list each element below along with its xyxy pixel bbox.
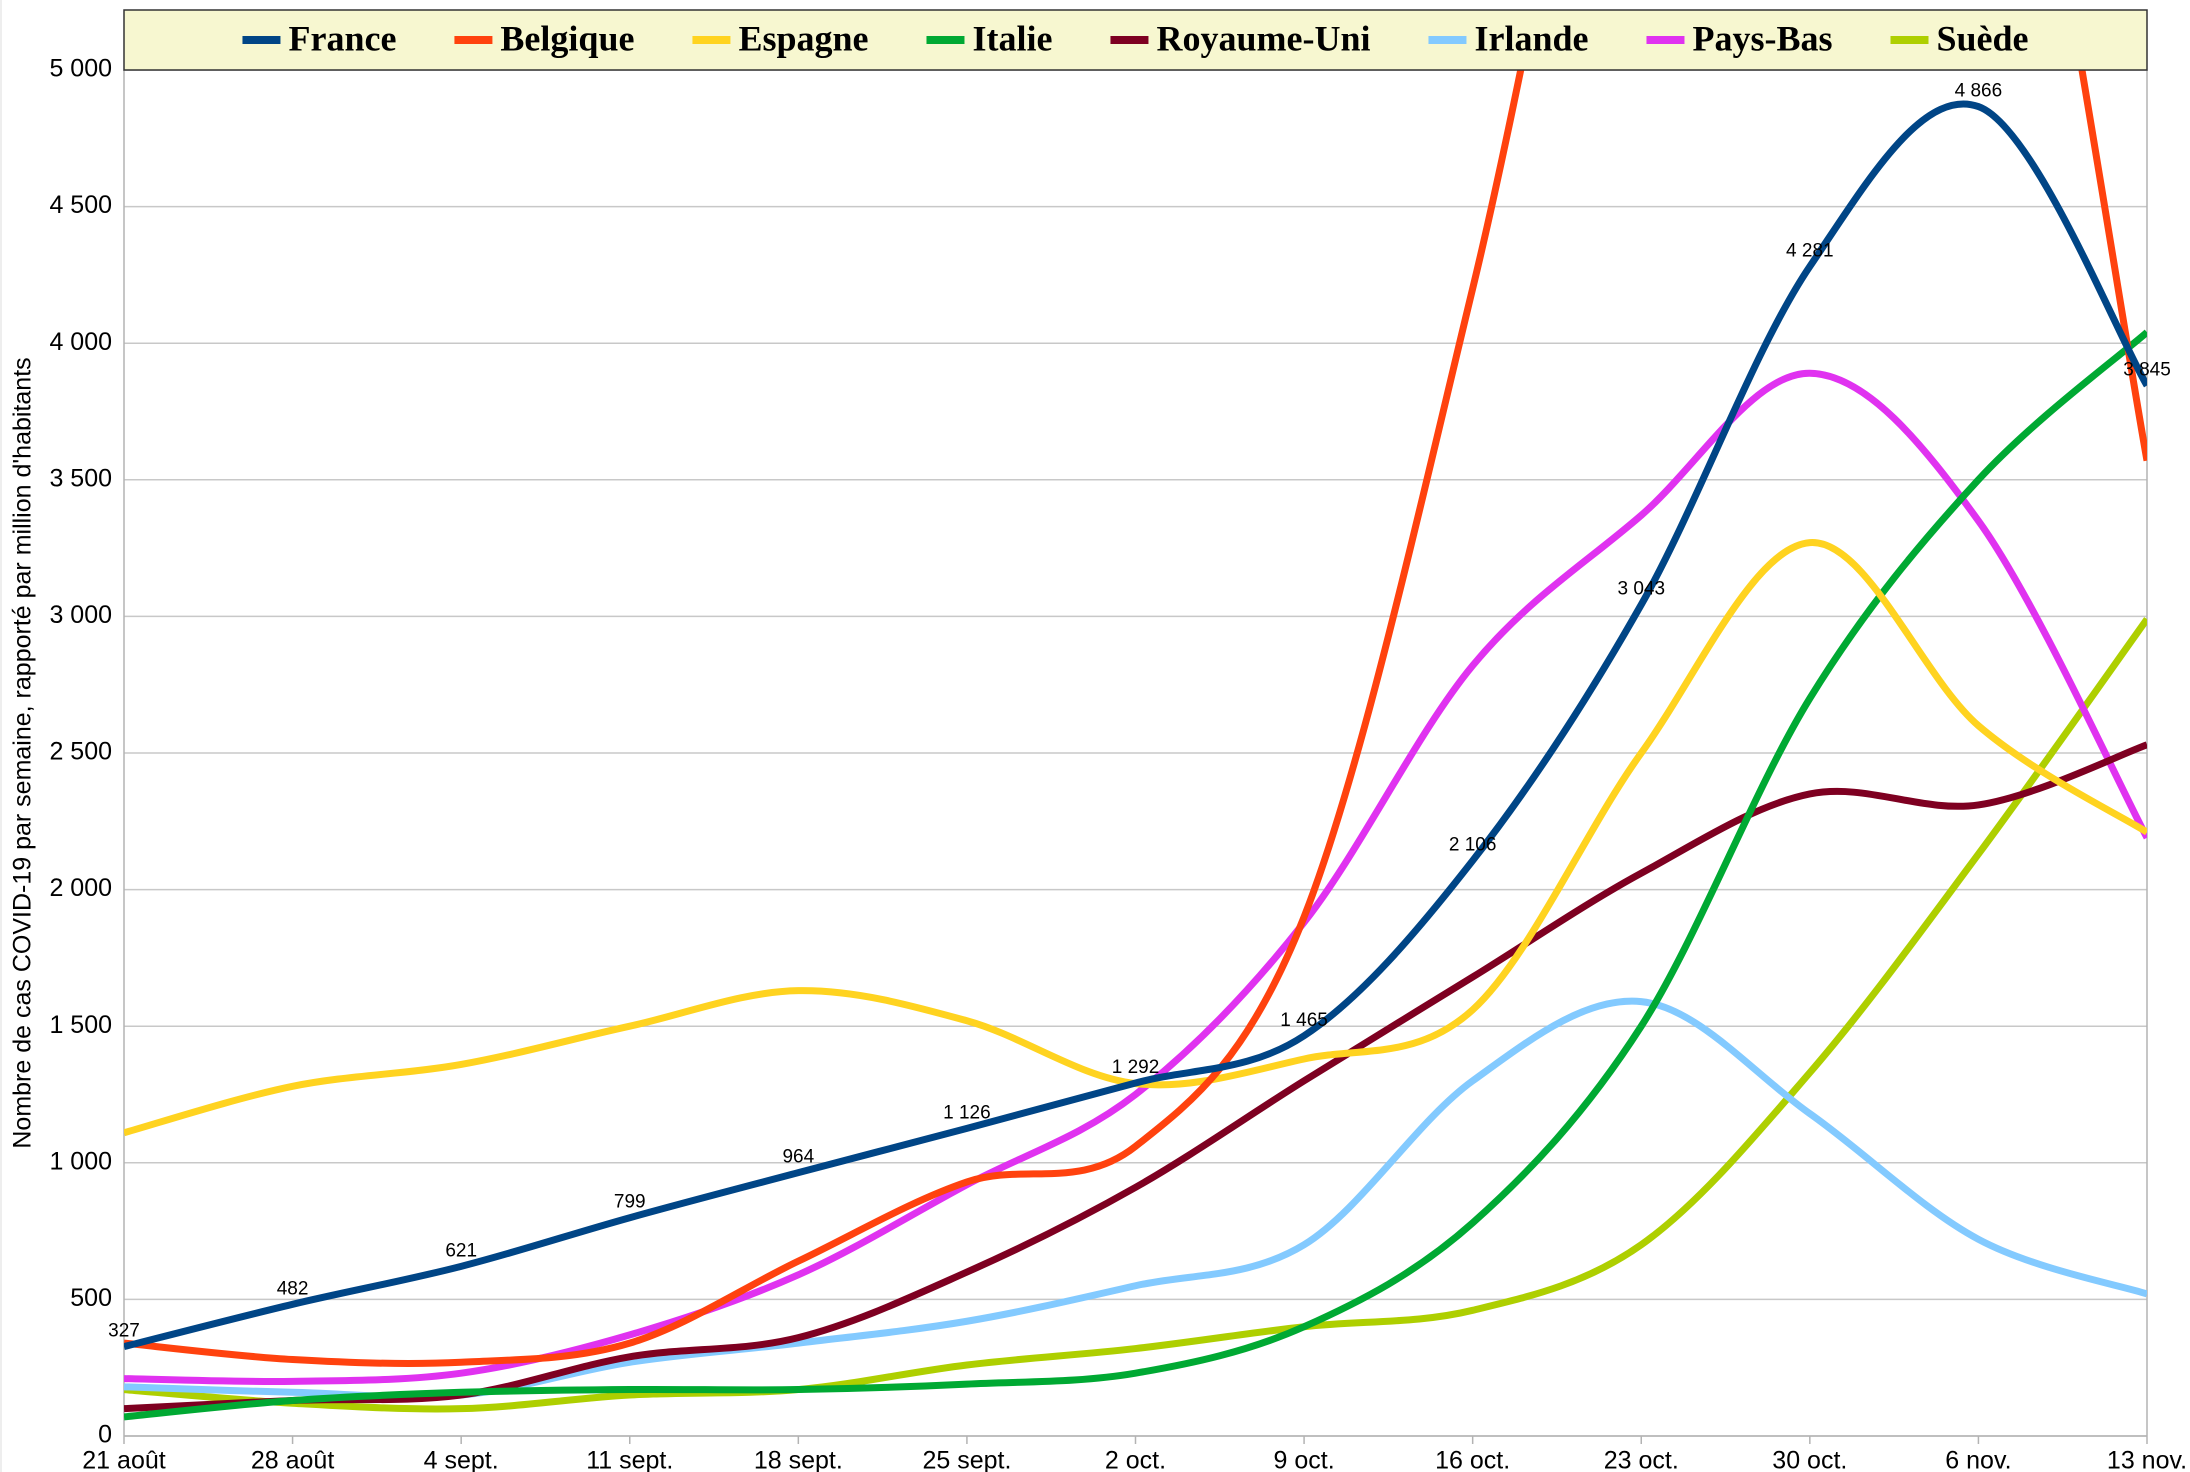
x-tick-label: 16 oct. (1435, 1447, 1510, 1472)
y-tick-label: 3 500 (49, 464, 112, 492)
y-tick-label: 2 000 (49, 874, 112, 902)
legend: France Belgique Espagne Italie Royaume-Uni Ir… (242, 18, 2029, 58)
y-axis-title: Nombre de cas COVID-19 par semaine, rapp… (9, 357, 37, 1148)
data-label: 4 866 (1955, 81, 2003, 102)
x-tick-label: 30 oct. (1772, 1447, 1847, 1472)
data-label: 2 106 (1449, 835, 1497, 856)
x-tick-label: 9 oct. (1274, 1447, 1335, 1472)
x-tick-label: 28 août (251, 1447, 334, 1472)
data-label: 482 (277, 1278, 309, 1299)
data-label: 964 (782, 1147, 814, 1168)
data-label: 1 126 (943, 1102, 991, 1123)
legend-label: France (288, 18, 396, 58)
legend-label: Espagne (738, 18, 868, 58)
plot-area (124, 70, 2147, 1421)
data-label: 327 (108, 1321, 140, 1342)
x-tick-label: 2 oct. (1105, 1447, 1166, 1472)
y-tick-label: 4 500 (49, 191, 112, 219)
data-label: 799 (614, 1192, 646, 1213)
legend-label: Belgique (500, 18, 634, 58)
y-tick-label: 1 000 (49, 1147, 112, 1175)
series-line (124, 539, 2147, 1137)
y-tick-label: 500 (70, 1284, 112, 1312)
series-line (124, 617, 2147, 1413)
legend-label: Royaume-Uni (1156, 18, 1370, 58)
legend-label: Pays-Bas (1692, 18, 1832, 58)
series-line (124, 100, 2147, 1351)
data-label: 1 292 (1112, 1057, 1160, 1078)
y-tick-label: 2 500 (49, 738, 112, 766)
legend-label: Italie (972, 18, 1052, 58)
data-label: 621 (445, 1240, 477, 1261)
data-label: 4 281 (1786, 240, 1834, 261)
x-tick-label: 21 août (82, 1447, 165, 1472)
series-line (124, 329, 2147, 1421)
x-tick-label: 18 sept. (754, 1447, 843, 1472)
series-line (124, 369, 2147, 1386)
data-label: 1 465 (1280, 1010, 1328, 1031)
x-tick-label: 13 nov. (2107, 1447, 2187, 1472)
y-tick-label: 0 (98, 1421, 112, 1449)
x-tick-label: 6 nov. (1945, 1447, 2011, 1472)
x-tick-label: 4 sept. (424, 1447, 499, 1472)
y-tick-label: 5 000 (49, 55, 112, 83)
legend-label: Suède (1937, 18, 2029, 58)
y-tick-label: 4 000 (49, 328, 112, 356)
series-line (124, 70, 2147, 1367)
x-tick-label: 23 oct. (1604, 1447, 1679, 1472)
x-tick-label: 25 sept. (922, 1447, 1011, 1472)
data-label: 3 845 (2123, 360, 2171, 381)
y-tick-label: 3 000 (49, 601, 112, 629)
legend-label: Irlande (1474, 18, 1588, 58)
x-tick-label: 11 sept. (586, 1447, 673, 1472)
y-tick-label: 1 500 (49, 1011, 112, 1039)
data-label: 3 043 (1617, 579, 1665, 600)
